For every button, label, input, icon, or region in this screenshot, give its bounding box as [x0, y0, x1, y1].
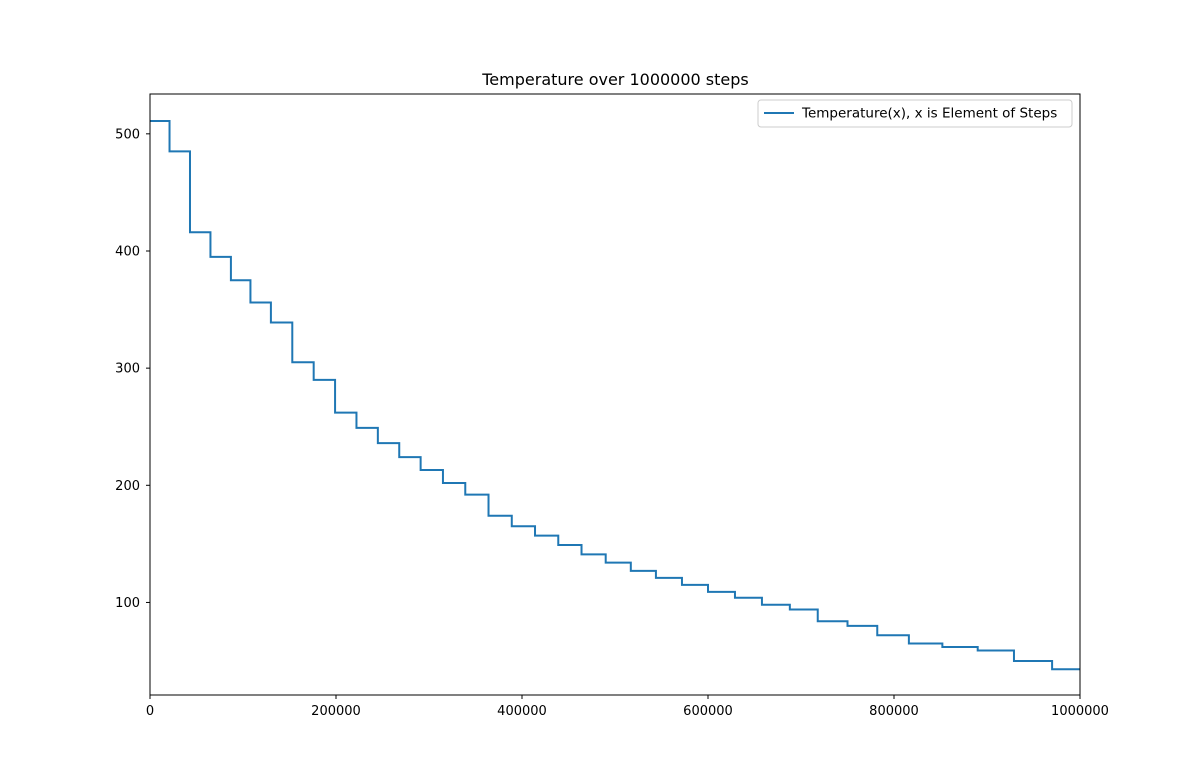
x-tick-label: 1000000 [1051, 704, 1109, 719]
y-tick-label: 100 [115, 596, 140, 611]
x-axis: 0 200000 400000 600000 800000 1000000 [146, 695, 1109, 719]
y-tick-label: 500 [115, 127, 140, 142]
y-tick-label: 200 [115, 479, 140, 494]
x-tick-label: 800000 [869, 704, 919, 719]
x-tick-label: 200000 [311, 704, 361, 719]
series-line [150, 119, 1080, 671]
y-tick-label: 400 [115, 244, 140, 259]
y-tick-label: 300 [115, 362, 140, 377]
x-tick-label: 600000 [683, 704, 733, 719]
legend-label: Temperature(x), x is Element of Steps [801, 106, 1057, 122]
legend-box [757, 99, 1073, 128]
chart-title: Temperature over 1000000 steps [481, 70, 749, 89]
plot-frame [149, 93, 1081, 696]
x-tick-label: 400000 [497, 704, 547, 719]
legend: Temperature(x), x is Element of Steps [757, 99, 1073, 128]
x-tick-label: 0 [146, 704, 154, 719]
y-axis: 100 200 300 400 500 [115, 127, 150, 611]
plot-area [150, 119, 1080, 671]
